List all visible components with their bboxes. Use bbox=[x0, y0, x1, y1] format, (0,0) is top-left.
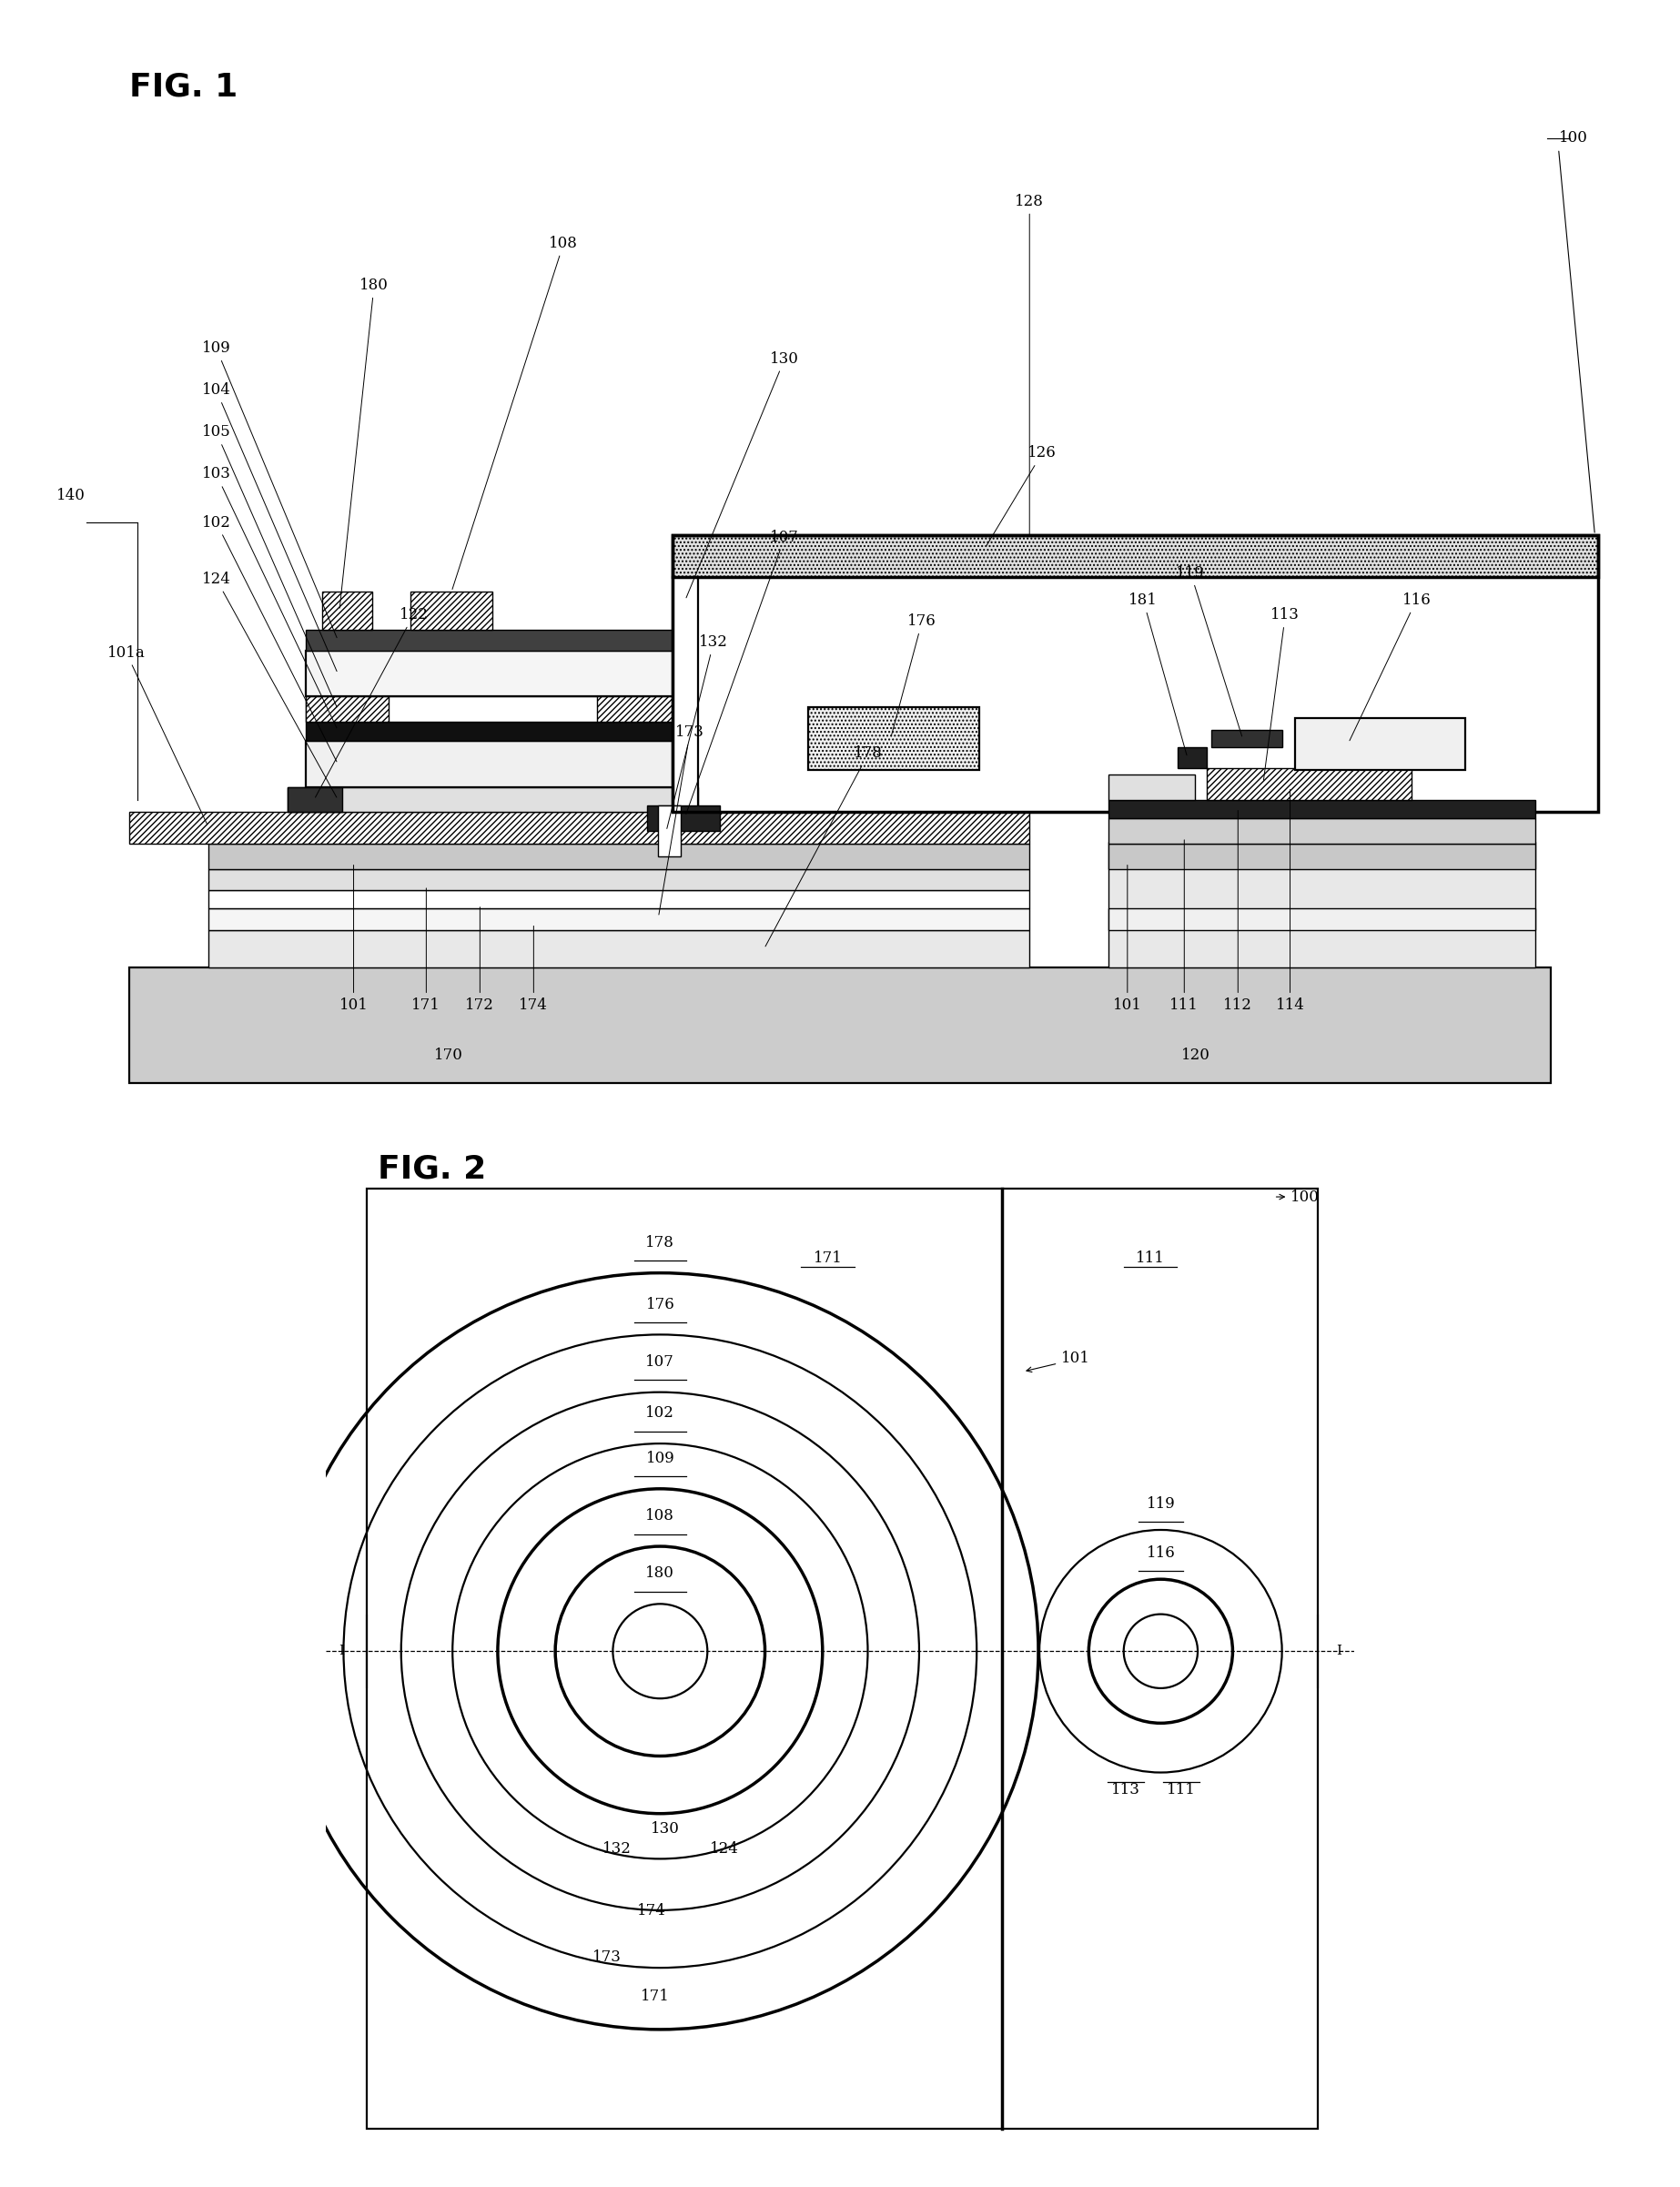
Text: 170: 170 bbox=[433, 1048, 464, 1063]
Text: 102: 102 bbox=[645, 1406, 675, 1422]
Bar bbox=[208, 890, 1030, 910]
Bar bbox=[672, 577, 697, 811]
Text: 101: 101 bbox=[1112, 866, 1142, 1013]
Text: 172: 172 bbox=[465, 908, 494, 1013]
Text: 130: 130 bbox=[685, 350, 800, 597]
Bar bbox=[208, 929, 1030, 967]
Text: I: I bbox=[339, 1645, 344, 1658]
Text: 111: 111 bbox=[1169, 840, 1200, 1013]
Bar bbox=[323, 593, 373, 630]
Bar bbox=[1178, 748, 1206, 768]
Text: 180: 180 bbox=[645, 1566, 675, 1581]
Text: 109: 109 bbox=[202, 341, 338, 639]
Text: 173: 173 bbox=[591, 1949, 622, 1964]
Bar bbox=[808, 706, 979, 770]
Bar bbox=[129, 811, 1030, 844]
Text: 102: 102 bbox=[202, 514, 336, 761]
Text: 109: 109 bbox=[645, 1450, 675, 1465]
Text: 171: 171 bbox=[412, 888, 440, 1013]
Text: 108: 108 bbox=[452, 236, 578, 588]
Bar bbox=[647, 805, 721, 831]
Bar bbox=[306, 698, 679, 722]
Bar bbox=[1109, 844, 1536, 868]
Bar bbox=[306, 741, 679, 787]
Bar bbox=[1109, 818, 1536, 844]
Text: 113: 113 bbox=[1110, 1782, 1141, 1798]
Bar bbox=[1109, 800, 1536, 818]
Bar bbox=[672, 536, 1598, 811]
Bar bbox=[306, 630, 679, 650]
Text: 116: 116 bbox=[1146, 1546, 1174, 1562]
Text: FIG. 2: FIG. 2 bbox=[378, 1155, 486, 1185]
Bar bbox=[287, 787, 343, 811]
Text: 100: 100 bbox=[1559, 131, 1588, 147]
Text: 105: 105 bbox=[202, 424, 336, 706]
Text: 130: 130 bbox=[650, 1822, 680, 1837]
Bar bbox=[596, 698, 679, 722]
Bar bbox=[1211, 730, 1282, 748]
Bar bbox=[410, 593, 492, 630]
Text: FIG. 1: FIG. 1 bbox=[129, 72, 239, 103]
Text: 119: 119 bbox=[1176, 564, 1242, 737]
Text: 174: 174 bbox=[519, 925, 548, 1013]
Text: 124: 124 bbox=[202, 571, 336, 798]
Text: 111: 111 bbox=[1136, 1251, 1164, 1266]
Bar bbox=[208, 868, 1030, 890]
Text: 101a: 101a bbox=[108, 645, 207, 824]
Bar bbox=[287, 787, 697, 811]
Text: 113: 113 bbox=[1263, 608, 1300, 781]
Bar bbox=[672, 536, 1598, 577]
Text: 101: 101 bbox=[339, 866, 368, 1013]
Bar bbox=[306, 650, 679, 698]
Text: 100: 100 bbox=[1290, 1190, 1319, 1205]
Text: 112: 112 bbox=[1223, 811, 1253, 1013]
Text: 173: 173 bbox=[659, 724, 704, 914]
Text: 132: 132 bbox=[603, 1841, 632, 1857]
Bar bbox=[1109, 910, 1536, 929]
Text: 120: 120 bbox=[1181, 1048, 1210, 1063]
Text: 103: 103 bbox=[202, 466, 336, 728]
Text: I: I bbox=[1336, 1645, 1341, 1658]
Text: 128: 128 bbox=[1015, 192, 1043, 534]
Text: 140: 140 bbox=[55, 488, 86, 503]
Text: 132: 132 bbox=[667, 634, 727, 829]
Text: 176: 176 bbox=[645, 1297, 675, 1312]
Text: 111: 111 bbox=[1166, 1782, 1196, 1798]
Text: 114: 114 bbox=[1275, 790, 1305, 1013]
Text: 178: 178 bbox=[766, 746, 884, 947]
Bar bbox=[1295, 717, 1465, 770]
Bar bbox=[208, 844, 1030, 868]
Text: 124: 124 bbox=[709, 1841, 738, 1857]
Text: 178: 178 bbox=[645, 1236, 675, 1251]
Text: 101: 101 bbox=[1062, 1352, 1090, 1367]
Bar bbox=[1109, 774, 1196, 800]
Text: 119: 119 bbox=[1146, 1496, 1174, 1511]
Bar bbox=[208, 910, 1030, 929]
Text: 174: 174 bbox=[637, 1903, 667, 1918]
Text: 126: 126 bbox=[986, 446, 1057, 545]
Text: 107: 107 bbox=[645, 1354, 675, 1369]
Text: 122: 122 bbox=[316, 608, 428, 798]
Bar bbox=[306, 698, 388, 722]
Text: 171: 171 bbox=[813, 1251, 842, 1266]
Bar bbox=[1206, 768, 1411, 800]
Bar bbox=[659, 805, 680, 857]
Text: 116: 116 bbox=[1349, 593, 1431, 741]
Text: 181: 181 bbox=[1129, 593, 1186, 755]
Text: 180: 180 bbox=[339, 278, 388, 608]
Bar bbox=[306, 722, 679, 741]
Bar bbox=[129, 967, 1551, 1083]
Text: 104: 104 bbox=[202, 383, 336, 671]
Text: 108: 108 bbox=[645, 1509, 675, 1524]
Bar bbox=[1109, 842, 1536, 967]
Text: 171: 171 bbox=[640, 1988, 670, 2003]
Text: 176: 176 bbox=[890, 612, 936, 737]
Text: 107: 107 bbox=[685, 529, 800, 814]
